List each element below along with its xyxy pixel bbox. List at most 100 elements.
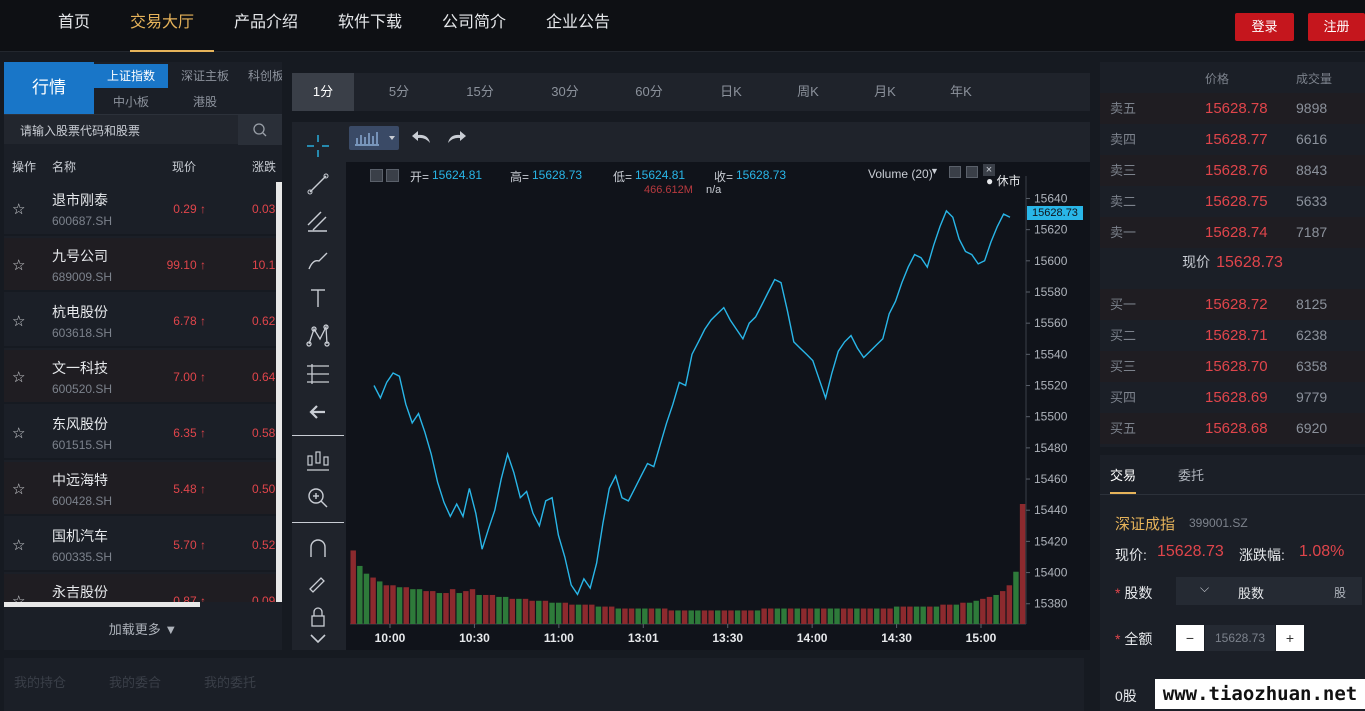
- ask-row[interactable]: 卖一 15628.74 7187: [1100, 217, 1365, 248]
- period-15min[interactable]: 15分: [466, 84, 494, 99]
- star-icon[interactable]: ☆: [12, 201, 26, 218]
- ask-row[interactable]: 卖二 15628.75 5633: [1100, 186, 1365, 217]
- nav-trading-hall[interactable]: 交易大厅: [130, 0, 214, 52]
- back-tool[interactable]: [292, 394, 344, 430]
- nav-home[interactable]: 首页: [58, 14, 91, 31]
- period-1min[interactable]: 1分: [292, 73, 354, 111]
- period-5min[interactable]: 5分: [388, 84, 410, 99]
- stock-name: 九号公司: [52, 248, 108, 264]
- amount-plus-button[interactable]: +: [1276, 625, 1304, 651]
- ask-row[interactable]: 卖四 15628.77 6616: [1100, 124, 1365, 155]
- stock-row[interactable]: ☆ 东风股份 601515.SH 6.35 ↑ 0.58: [4, 406, 276, 460]
- period-month[interactable]: 月K: [874, 84, 896, 99]
- ask-row[interactable]: 卖五 15628.78 9898: [1100, 93, 1365, 124]
- volume-bar: [887, 608, 893, 624]
- text-tool[interactable]: [292, 280, 344, 316]
- login-button[interactable]: 登录: [1235, 13, 1294, 41]
- star-icon[interactable]: ☆: [12, 481, 26, 498]
- stock-row[interactable]: ☆ 九号公司 689009.SH 99.10 ↑ 10.12: [4, 238, 276, 292]
- pattern-tool[interactable]: [292, 318, 344, 354]
- period-60min[interactable]: 60分: [635, 84, 663, 99]
- settings-icon[interactable]: [386, 169, 400, 183]
- nav-company[interactable]: 公司简介: [442, 14, 507, 31]
- period-30min[interactable]: 30分: [551, 84, 579, 99]
- period-year[interactable]: 年K: [950, 84, 972, 99]
- amount-label-text: 全额: [1124, 631, 1153, 647]
- channel-tool[interactable]: [292, 204, 344, 240]
- stock-row[interactable]: ☆ 杭电股份 603618.SH 6.78 ↑ 0.62: [4, 294, 276, 348]
- star-icon[interactable]: ☆: [12, 593, 26, 602]
- stock-row[interactable]: ☆ 国机汽车 600335.SH 5.70 ↑ 0.52: [4, 518, 276, 572]
- ask-price: 15628.75: [1205, 193, 1268, 210]
- bid-row[interactable]: 买五 15628.68 6920: [1100, 413, 1365, 444]
- close-icon[interactable]: ×: [983, 164, 995, 176]
- indicator-tool[interactable]: [292, 442, 344, 478]
- nav-products[interactable]: 产品介绍: [234, 14, 299, 31]
- undo-button[interactable]: [410, 128, 434, 151]
- open-label: 开=: [410, 170, 430, 184]
- period-day[interactable]: 日K: [720, 84, 742, 99]
- shares-select[interactable]: ⌵ 股数 股: [1176, 577, 1362, 605]
- amount-minus-button[interactable]: −: [1176, 625, 1204, 651]
- search-button[interactable]: [238, 115, 282, 145]
- trendline-tool[interactable]: [292, 166, 344, 202]
- bid-row[interactable]: 买一 15628.72 8125: [1100, 289, 1365, 320]
- volume-bar: [350, 550, 356, 624]
- load-more-button[interactable]: 加载更多 ▼: [4, 610, 282, 650]
- star-icon[interactable]: ☆: [12, 537, 26, 554]
- tab-orders[interactable]: 委托: [1178, 468, 1205, 483]
- list-scrollbar[interactable]: [276, 182, 282, 602]
- nav-download[interactable]: 软件下载: [338, 14, 403, 31]
- tab-star-market[interactable]: 科创板: [248, 69, 282, 83]
- volume-indicator-label[interactable]: Volume (20): [868, 167, 933, 181]
- star-icon[interactable]: ☆: [12, 313, 26, 330]
- tab-entrust[interactable]: 我的委托: [204, 675, 257, 690]
- volume-bar: [370, 577, 376, 624]
- nav-announcements[interactable]: 企业公告: [546, 14, 611, 31]
- tab-positions[interactable]: 我的持仓: [14, 675, 67, 690]
- volume-bar: [701, 610, 708, 624]
- stock-name: 中远海特: [52, 472, 108, 488]
- tab-sse-index[interactable]: 上证指数: [94, 64, 168, 88]
- tab-sme-board[interactable]: 中小板: [112, 95, 149, 109]
- settings-icon[interactable]: [966, 166, 978, 178]
- tab-szse-main[interactable]: 深证主板: [180, 69, 229, 83]
- stock-row[interactable]: ☆ 永吉股份 0.87 ↑ 0.09: [4, 574, 276, 602]
- list-hscrollbar[interactable]: [4, 602, 200, 607]
- bid-row[interactable]: 买二 15628.71 6238: [1100, 320, 1365, 351]
- tab-orders-bottom[interactable]: 我的委合: [109, 675, 162, 690]
- register-button[interactable]: 注册: [1308, 13, 1365, 41]
- tab-trade[interactable]: 交易: [1110, 465, 1137, 494]
- settings-icon[interactable]: [370, 169, 383, 183]
- volume-bar: [522, 598, 529, 624]
- last-price-tag: 15628.73: [1027, 206, 1083, 220]
- bid-row[interactable]: 买四 15628.69 9779: [1100, 382, 1365, 413]
- bid-row[interactable]: 买三 15628.70 6358: [1100, 351, 1365, 382]
- crosshair-tool[interactable]: [292, 128, 344, 164]
- period-week[interactable]: 周K: [797, 84, 819, 99]
- search-input[interactable]: 请输入股票代码和股票: [20, 124, 141, 138]
- lock-draw-tool[interactable]: [292, 566, 344, 602]
- search-icon: [253, 123, 267, 137]
- redo-button[interactable]: [444, 128, 468, 151]
- stock-row[interactable]: ☆ 退市刚泰 600687.SH 0.29 ↑ 0.03: [4, 182, 276, 236]
- brush-tool[interactable]: [292, 242, 344, 278]
- chart-type-button[interactable]: [349, 126, 399, 150]
- zoom-tool[interactable]: [292, 480, 344, 516]
- chart-canvas[interactable]: 开= 15624.81 高= 15628.73 低= 15624.81 收= 1…: [346, 162, 1090, 650]
- fib-tool[interactable]: [292, 356, 344, 392]
- lock-tool[interactable]: [292, 606, 344, 628]
- dropdown-caret-icon[interactable]: ▼: [930, 166, 939, 176]
- star-icon[interactable]: ☆: [12, 425, 26, 442]
- ask-row[interactable]: 卖三 15628.76 8843: [1100, 155, 1365, 186]
- tab-hk-stocks[interactable]: 港股: [192, 95, 217, 109]
- settings-icon[interactable]: [949, 166, 961, 178]
- stock-row[interactable]: ☆ 文一科技 600520.SH 7.00 ↑ 0.64: [4, 350, 276, 404]
- more-tools-button[interactable]: [292, 628, 344, 650]
- star-icon[interactable]: ☆: [12, 257, 26, 274]
- star-icon[interactable]: ☆: [12, 369, 26, 386]
- amount-input[interactable]: 15628.73: [1205, 625, 1275, 651]
- stock-row[interactable]: ☆ 中远海特 600428.SH 5.48 ↑ 0.50: [4, 462, 276, 516]
- magnet-tool[interactable]: [292, 530, 344, 566]
- stock-search[interactable]: 请输入股票代码和股票: [4, 114, 282, 145]
